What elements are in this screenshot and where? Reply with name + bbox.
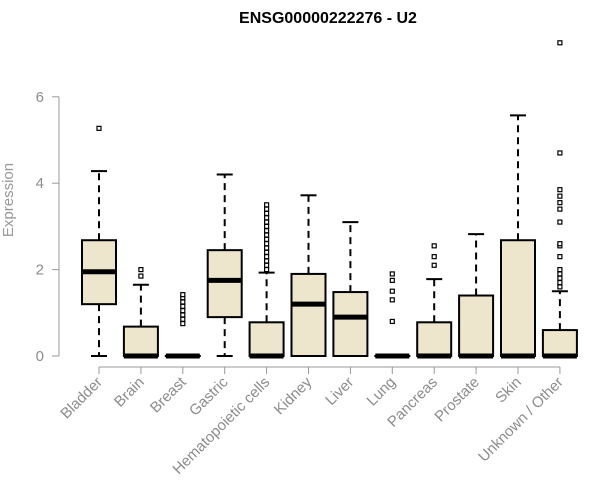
y-tick-label: 6 [36, 89, 44, 106]
y-axis-label: Expression [0, 163, 17, 237]
box-body [416, 321, 453, 357]
outlier-point [264, 236, 270, 242]
box-body [458, 294, 495, 357]
box-skin [500, 114, 536, 359]
outlier-point [557, 284, 563, 290]
box-bladder [81, 125, 117, 357]
outlier-point [557, 40, 563, 46]
outlier-point [557, 267, 563, 273]
outlier-point [557, 271, 563, 277]
outlier-point [180, 292, 186, 298]
outlier-point [557, 219, 563, 225]
outlier-point [264, 258, 270, 264]
outlier-point [180, 316, 186, 322]
outlier-point [180, 303, 186, 309]
x-tick-label: Liver [322, 374, 357, 409]
outlier-point [557, 193, 563, 199]
box-breast [164, 292, 201, 359]
box-pancreas [416, 243, 453, 359]
outlier-point [264, 210, 270, 217]
outlier-point [138, 273, 144, 279]
outlier-point [431, 254, 437, 260]
outlier-point [557, 241, 563, 247]
box-brain [122, 267, 159, 359]
outlier-point [431, 262, 437, 268]
y-tick-label: 2 [36, 262, 44, 279]
x-tick-label: Lung [364, 374, 400, 410]
outlier-point [264, 249, 270, 255]
outlier-point [557, 200, 563, 206]
outlier-point [389, 271, 395, 277]
outlier-point [264, 223, 270, 229]
outlier-point [264, 206, 270, 212]
outlier-point [96, 125, 102, 131]
outlier-point [557, 187, 563, 193]
box-body [206, 249, 243, 319]
x-tick-label: Breast [147, 373, 190, 416]
x-tick-label: Kidney [271, 373, 316, 418]
outlier-point [264, 232, 270, 238]
y-tick-label: 4 [36, 175, 44, 192]
box-series [81, 40, 578, 359]
box-body [541, 329, 578, 357]
outlier-point [264, 267, 270, 273]
box-body [500, 239, 536, 357]
x-tick-label: Brain [111, 374, 148, 411]
chart-title: ENSG00000222276 - U2 [239, 10, 417, 27]
outlier-point [180, 308, 186, 314]
outlier-point [389, 277, 395, 283]
outlier-point [264, 254, 270, 260]
box-liver [332, 221, 369, 357]
outlier-point [557, 150, 563, 156]
outlier-point [264, 262, 270, 268]
box-unknown-other [541, 40, 578, 359]
x-tick-label: Bladder [57, 374, 106, 423]
box-prostate [458, 233, 495, 359]
outlier-point [264, 241, 270, 247]
outlier-point [557, 254, 563, 260]
outlier-point [389, 318, 395, 325]
outlier-point [389, 297, 395, 303]
outlier-point [138, 267, 144, 273]
box-body [248, 321, 285, 357]
outlier-point [180, 299, 186, 305]
box-body [332, 291, 369, 357]
outlier-point [180, 321, 186, 327]
outlier-point [264, 245, 270, 251]
box-body [122, 325, 159, 357]
outlier-point [264, 215, 270, 221]
box-body [290, 272, 327, 358]
y-axis: 0 2 4 6 [36, 89, 60, 365]
outlier-point [264, 228, 270, 234]
outlier-point [180, 312, 186, 318]
outlier-point [389, 288, 395, 294]
outlier-point [557, 275, 563, 281]
y-tick-label: 0 [36, 348, 44, 365]
x-tick-label: Skin [492, 374, 525, 407]
x-tick-label: Prostate [431, 374, 483, 426]
box-hematopoietic-cells [248, 202, 285, 359]
box-lung [374, 271, 411, 359]
outlier-point [264, 219, 270, 225]
outlier-point [431, 243, 437, 249]
outlier-point [557, 206, 563, 212]
outlier-point [264, 202, 270, 208]
box-gastric [206, 173, 243, 357]
box-kidney [290, 194, 327, 358]
outlier-point [557, 279, 563, 286]
